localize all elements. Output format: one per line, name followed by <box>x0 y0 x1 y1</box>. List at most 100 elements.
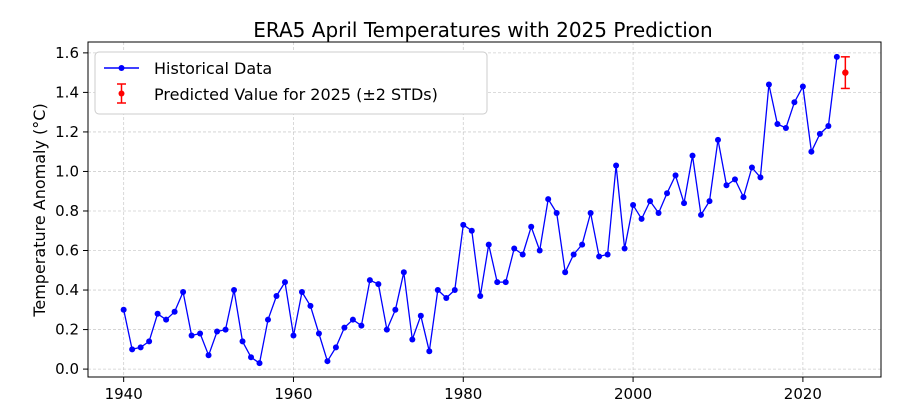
y-tick-label: 0.4 <box>55 281 79 299</box>
historical-data-point <box>748 164 755 171</box>
historical-data-point <box>579 241 586 248</box>
historical-data-point <box>511 245 518 252</box>
historical-data-point <box>485 241 492 248</box>
historical-data-point <box>137 344 144 351</box>
legend-marker-historical <box>118 65 125 71</box>
historical-data-point <box>273 292 280 299</box>
y-tick-label: 0.8 <box>55 202 79 220</box>
historical-data-point <box>366 277 373 284</box>
historical-data-point <box>782 124 789 131</box>
historical-data-point <box>205 352 212 359</box>
historical-data-point <box>443 294 450 301</box>
y-tick-label: 0.6 <box>55 242 79 260</box>
historical-data-point <box>731 176 738 183</box>
legend: Historical Data Predicted Value for 2025… <box>94 51 488 115</box>
historical-data-point <box>468 227 475 234</box>
historical-data-point <box>621 245 628 252</box>
historical-data-point <box>281 279 288 286</box>
y-tick-label: 1.2 <box>55 123 79 141</box>
historical-data-point <box>349 316 356 323</box>
historical-data-point <box>222 326 229 333</box>
historical-data-point <box>307 302 314 309</box>
historical-data-point <box>146 338 153 345</box>
historical-data-point <box>417 312 424 319</box>
y-tick-label: 0.0 <box>55 360 79 378</box>
historical-data-point <box>613 162 620 169</box>
historical-data-point <box>655 209 662 216</box>
legend-label-prediction: Predicted Value for 2025 (±2 STDs) <box>154 85 438 104</box>
historical-data-point <box>392 306 399 313</box>
historical-data-point <box>460 221 467 228</box>
historical-data-point <box>698 211 705 218</box>
y-tick-label: 1.6 <box>55 44 79 62</box>
legend-marker-prediction <box>118 90 125 97</box>
historical-data-point <box>808 148 815 155</box>
historical-data-point <box>833 53 840 60</box>
historical-data-point <box>570 251 577 258</box>
historical-data-point <box>502 279 509 286</box>
y-tick-label: 0.2 <box>55 321 79 339</box>
historical-data-point <box>562 269 569 276</box>
historical-data-point <box>400 269 407 276</box>
historical-data-point <box>630 202 637 209</box>
historical-data-point <box>765 81 772 88</box>
x-tick-label: 2020 <box>784 385 822 403</box>
historical-data-point <box>799 83 806 90</box>
historical-data-point <box>689 152 696 159</box>
historical-data-point <box>528 223 535 230</box>
historical-data-point <box>596 253 603 260</box>
historical-data-point <box>341 324 348 331</box>
historical-data-point <box>774 121 781 128</box>
historical-data-point <box>375 281 382 288</box>
historical-data-point <box>332 344 339 351</box>
historical-data-point <box>383 326 390 333</box>
historical-data-point <box>757 174 764 181</box>
x-tick-label: 1940 <box>105 385 143 403</box>
chart-title: ERA5 April Temperatures with 2025 Predic… <box>253 18 712 42</box>
historical-data-point <box>256 360 263 367</box>
historical-data-point <box>519 251 526 258</box>
historical-data-point <box>638 215 645 222</box>
historical-data-point <box>239 338 246 345</box>
historical-data-point <box>647 198 654 205</box>
historical-data-point <box>298 289 305 296</box>
historical-data-point <box>714 136 721 143</box>
historical-data-point <box>672 172 679 179</box>
historical-data-point <box>723 182 730 189</box>
historical-data-point <box>553 209 560 216</box>
historical-data-point <box>180 289 187 296</box>
y-axis-title: Temperature Anomaly (°C) <box>30 103 49 317</box>
historical-data-point <box>197 330 204 337</box>
series-area <box>120 53 850 367</box>
x-tick-label: 1960 <box>274 385 312 403</box>
historical-data-point <box>154 310 161 317</box>
historical-data-point <box>358 322 365 329</box>
y-tick-label: 1.4 <box>55 83 79 101</box>
plot-area-frame <box>87 41 882 378</box>
historical-data-point <box>426 348 433 355</box>
legend-box <box>94 51 488 115</box>
grid <box>88 42 881 377</box>
x-tick-label: 1980 <box>444 385 482 403</box>
historical-data-point <box>188 332 195 339</box>
historical-data-point <box>536 247 543 254</box>
historical-data-point <box>264 316 271 323</box>
historical-data-point <box>171 308 178 315</box>
historical-data-point <box>587 209 594 216</box>
historical-data-point <box>477 292 484 299</box>
historical-data-point <box>545 196 552 203</box>
x-tick-label: 2000 <box>614 385 652 403</box>
historical-data-point <box>231 287 238 294</box>
historical-data-point <box>434 287 441 294</box>
historical-data-point <box>163 316 170 323</box>
historical-data-point <box>214 328 221 335</box>
historical-data-point <box>816 130 823 137</box>
historical-data-point <box>324 358 331 365</box>
historical-data-point <box>290 332 297 339</box>
historical-data-point <box>740 194 747 201</box>
historical-data-point <box>681 200 688 207</box>
historical-data-point <box>315 330 322 337</box>
historical-data-point <box>120 306 127 313</box>
historical-data-point <box>248 354 255 361</box>
